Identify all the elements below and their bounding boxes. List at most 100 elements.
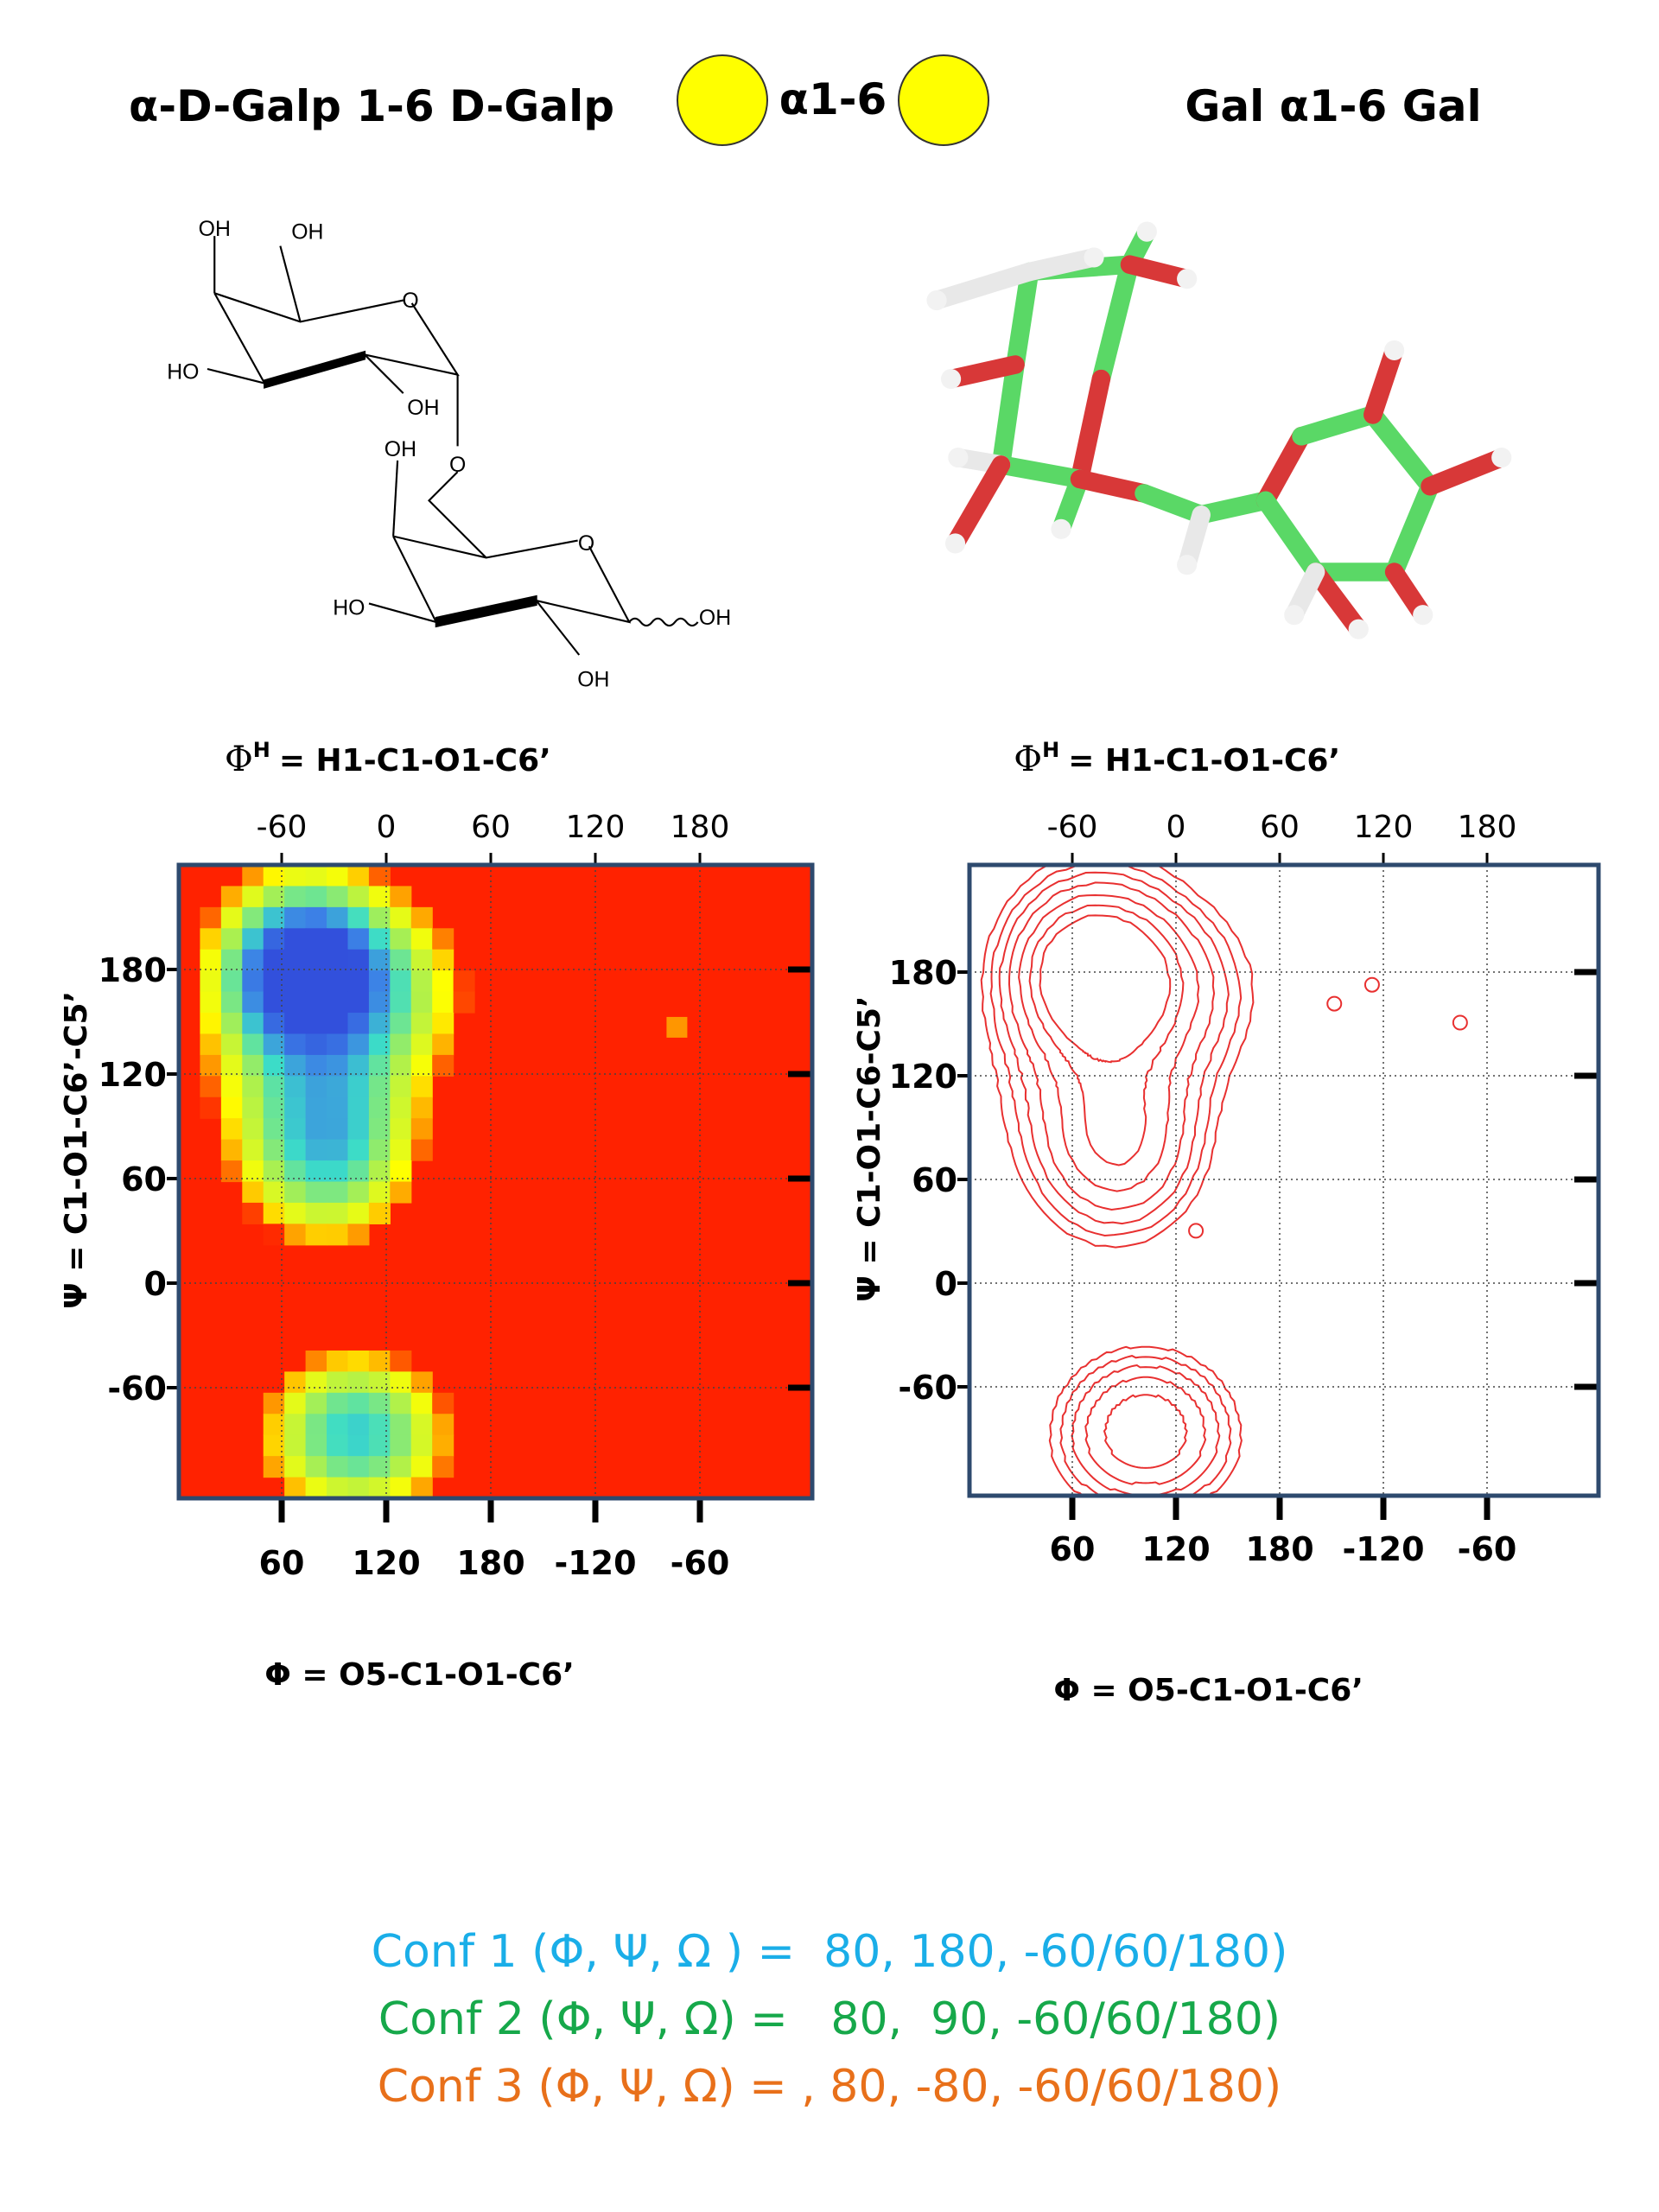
stick <box>991 455 1090 489</box>
heatmap-cell <box>242 1118 264 1141</box>
heatmap-cell <box>368 1076 391 1098</box>
heatmap-cell <box>327 1371 349 1394</box>
linkage-label: α1-6 <box>779 74 887 124</box>
heatmap-cell <box>220 1118 243 1141</box>
heatmap-cell <box>242 1033 264 1056</box>
heatmap-cell <box>368 1013 391 1035</box>
heatmap-cell <box>242 1054 264 1077</box>
heatmap-cell <box>220 1054 243 1077</box>
heatmap-cell <box>432 1434 454 1457</box>
heatmap-cell <box>284 865 307 887</box>
heatmap-cell <box>284 970 307 993</box>
contour-line <box>1039 914 1172 1064</box>
stick <box>1135 484 1211 524</box>
heatmap-cell <box>327 1224 349 1246</box>
heatmap-cell <box>305 928 327 950</box>
heatmap-cell <box>305 1414 327 1436</box>
heatmap-cell <box>347 1202 370 1224</box>
stick <box>1070 369 1111 489</box>
bond <box>392 535 578 559</box>
heatmap-cell <box>390 928 412 950</box>
atom-label: O <box>449 454 466 477</box>
heatmap-cell <box>220 1139 243 1161</box>
heatmap-cell <box>284 991 307 1014</box>
heatmap-cell <box>347 1181 370 1204</box>
heatmap-cell <box>368 970 391 993</box>
heatmap-cell <box>368 1096 391 1119</box>
atom-tip <box>1284 605 1305 626</box>
heatmap-cell <box>410 906 433 929</box>
heatmap-cell <box>410 1054 433 1077</box>
heatmap-cell <box>327 1054 349 1077</box>
heatmap-cell <box>305 886 327 908</box>
heatmap-cell <box>410 991 433 1014</box>
bond <box>392 536 437 623</box>
heatmap-cell <box>220 1096 243 1119</box>
heatmap-cell <box>390 1456 412 1478</box>
heatmap-cell <box>263 1414 285 1436</box>
bottom-tick-label: 180 <box>456 1544 524 1582</box>
plot-frame <box>967 862 1601 1498</box>
heatmap-cell <box>284 1118 307 1141</box>
heatmap-cell <box>390 1054 412 1077</box>
left-tick-label: 60 <box>121 1160 167 1198</box>
heatmap-cell <box>347 928 370 950</box>
heatmap-cell <box>368 1414 391 1436</box>
heatmap-cell <box>200 1076 222 1098</box>
wavy-bond <box>628 617 699 627</box>
bottom-tick-label: 60 <box>1050 1530 1096 1568</box>
heatmap-cell <box>284 906 307 929</box>
heatmap-cell <box>666 1016 688 1038</box>
heatmap-cell <box>284 1414 307 1436</box>
heatmap-cell <box>347 1371 370 1394</box>
heatmap-cell <box>368 949 391 971</box>
heatmap-cell <box>220 1076 243 1098</box>
heatmap-cell <box>284 1181 307 1204</box>
heatmap-cell <box>327 1118 349 1141</box>
heatmap-cell <box>305 970 327 993</box>
contour-line <box>998 871 1230 1225</box>
heatmap-cell <box>453 970 475 993</box>
heatmap-cell <box>263 970 285 993</box>
bond <box>364 353 404 394</box>
heatmap-cell <box>305 1033 327 1056</box>
heatmap-cell <box>368 1392 391 1414</box>
atom-tip <box>1177 555 1198 575</box>
heatmap-cell <box>220 906 243 929</box>
left-tick-label: 120 <box>99 1056 167 1094</box>
heatmap-cell <box>368 991 391 1014</box>
stick <box>1363 340 1404 424</box>
heatmap-cell <box>284 1456 307 1478</box>
left-tick-label: 180 <box>99 951 167 989</box>
left-title: α-D-Galp 1-6 D-Galp <box>129 81 614 131</box>
heatmap-cell <box>263 1392 285 1414</box>
top-tick-label: 60 <box>1260 810 1300 845</box>
heatmap-cell <box>347 970 370 993</box>
heatmap-cell <box>242 949 264 971</box>
atom-label: OH <box>407 397 439 420</box>
plot-panel: -606018001201206018060120-1200180-60-60Φ… <box>59 738 815 1693</box>
heatmap-cell <box>284 1033 307 1056</box>
bond <box>392 460 399 537</box>
heatmap-cell <box>368 1181 391 1204</box>
heatmap-cell <box>432 1054 454 1077</box>
heatmap-cell <box>242 1202 264 1224</box>
heatmap-cell <box>305 991 327 1014</box>
heatmap-cell <box>242 1013 264 1035</box>
heatmap-cell <box>410 970 433 993</box>
heatmap-cell <box>347 1033 370 1056</box>
heatmap-cell <box>410 1392 433 1414</box>
heatmap-cell <box>368 928 391 950</box>
bottom-tick-label: -120 <box>1342 1530 1424 1568</box>
heatmap-cell <box>305 1139 327 1161</box>
heatmap-cell <box>284 949 307 971</box>
contour-line <box>1084 1376 1207 1485</box>
atom-tip <box>944 533 966 554</box>
heatmap-cell <box>284 886 307 908</box>
bond <box>535 600 581 656</box>
heatmap-cell <box>410 1434 433 1457</box>
top-tick-label: 180 <box>1458 810 1517 845</box>
stick <box>1091 255 1140 389</box>
heatmap-cell <box>200 1033 222 1056</box>
